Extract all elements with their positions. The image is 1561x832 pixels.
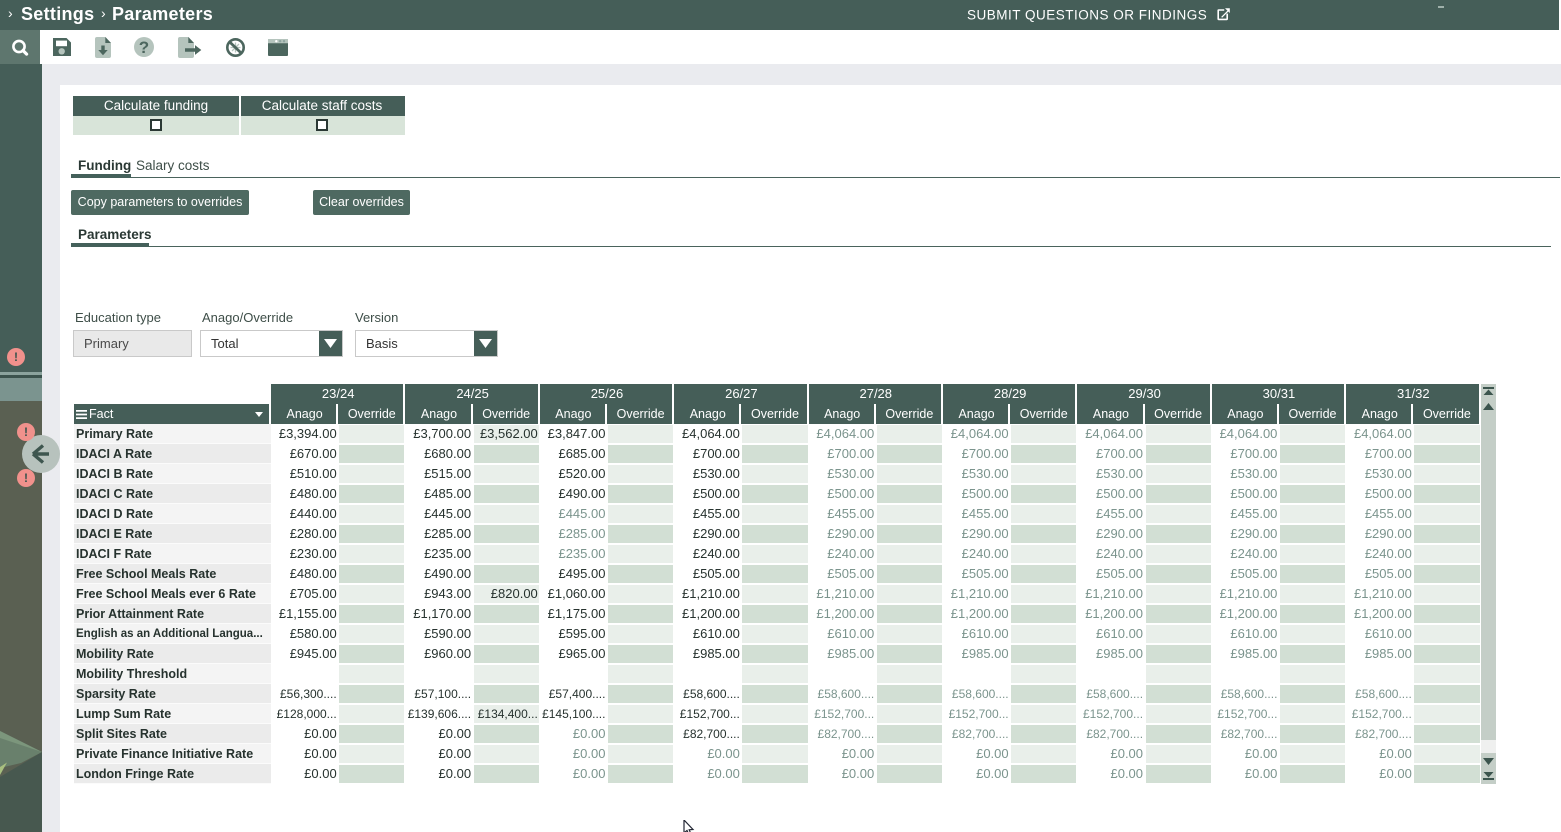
svg-text:?: ? (139, 38, 149, 57)
